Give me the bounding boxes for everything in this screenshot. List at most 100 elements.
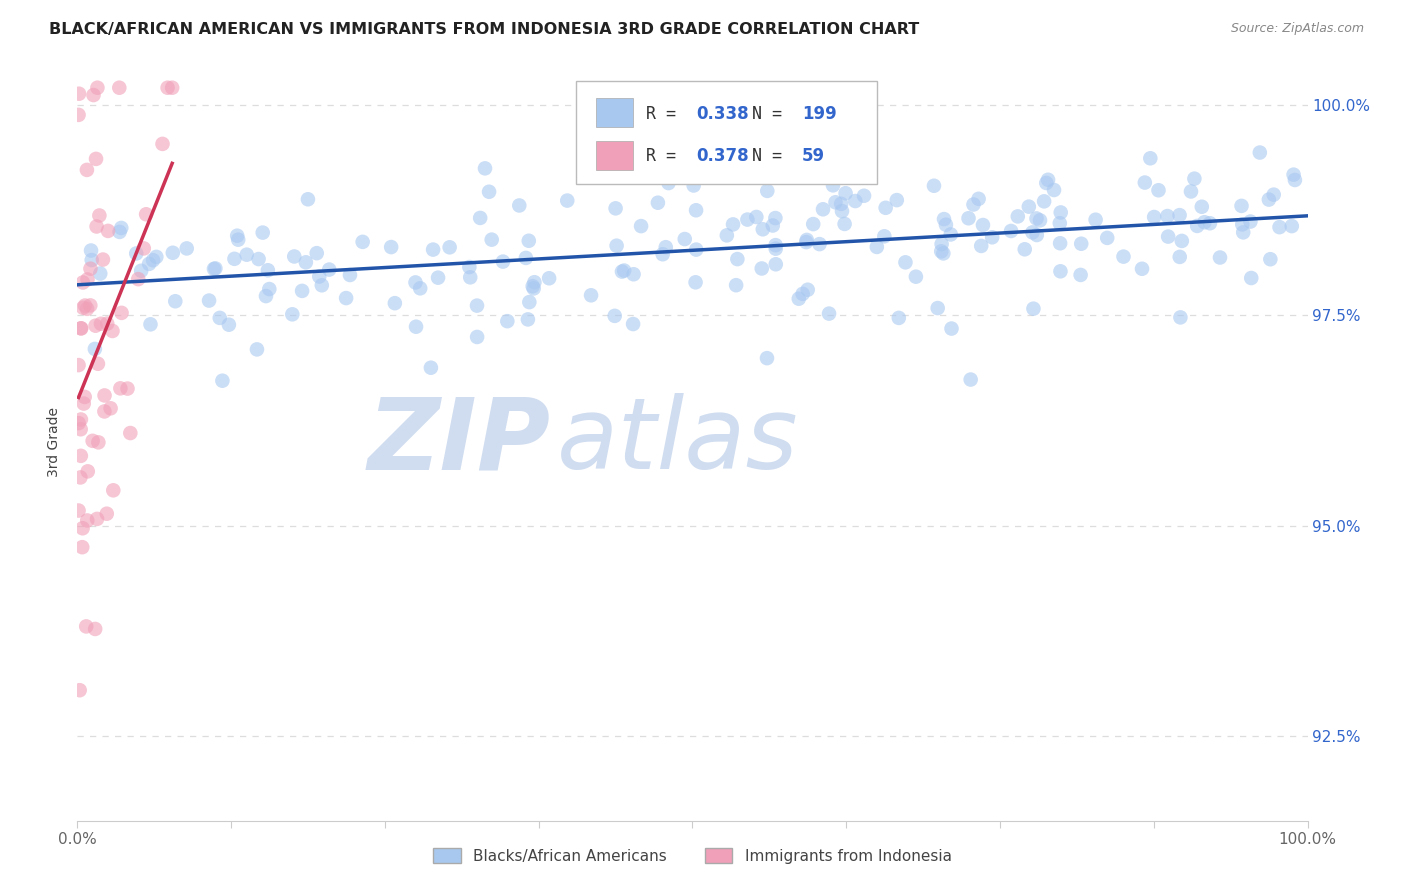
Point	[922, 178, 945, 193]
Point	[246, 343, 269, 357]
Point	[875, 201, 897, 215]
Point	[796, 233, 818, 247]
Point	[1049, 236, 1071, 251]
Point	[474, 161, 496, 176]
Point	[1095, 231, 1118, 245]
FancyBboxPatch shape	[575, 81, 877, 184]
Point	[1049, 264, 1071, 278]
Point	[69, 470, 91, 484]
Point	[160, 80, 183, 95]
Point	[824, 195, 846, 210]
Point	[894, 255, 917, 269]
Point	[508, 198, 530, 212]
Point	[1156, 209, 1178, 223]
Point	[211, 374, 233, 388]
Point	[981, 230, 1004, 244]
Point	[1268, 220, 1291, 235]
Point	[97, 224, 120, 238]
Y-axis label: 3rd Grade: 3rd Grade	[48, 407, 62, 476]
Point	[765, 238, 787, 252]
Point	[318, 262, 340, 277]
Point	[252, 226, 274, 240]
Point	[67, 358, 90, 372]
Point	[939, 227, 962, 242]
Point	[927, 301, 949, 315]
Point	[87, 357, 110, 371]
Point	[1018, 200, 1040, 214]
Point	[834, 217, 856, 231]
Point	[794, 235, 817, 249]
Bar	[596, 98, 633, 128]
Text: ZIP: ZIP	[368, 393, 551, 490]
Point	[409, 281, 432, 295]
Point	[422, 243, 444, 257]
Point	[73, 396, 96, 410]
Point	[79, 261, 101, 276]
Point	[792, 286, 814, 301]
Point	[129, 264, 152, 278]
Point	[75, 619, 97, 633]
Point	[1209, 251, 1232, 265]
Point	[76, 513, 98, 527]
Point	[165, 294, 187, 309]
Point	[281, 307, 304, 321]
Point	[297, 192, 319, 206]
Bar	[596, 141, 633, 169]
Point	[647, 195, 669, 210]
Point	[224, 252, 246, 266]
Point	[655, 240, 678, 254]
Text: 0.338: 0.338	[696, 104, 749, 122]
Point	[605, 202, 627, 216]
Point	[83, 88, 105, 103]
Point	[613, 263, 636, 277]
Point	[853, 188, 876, 202]
Point	[751, 261, 773, 276]
Point	[162, 245, 184, 260]
Point	[765, 257, 787, 271]
Point	[198, 293, 221, 308]
Point	[830, 197, 852, 211]
Point	[606, 238, 628, 252]
Point	[72, 301, 94, 315]
Point	[935, 218, 957, 232]
Point	[89, 267, 111, 281]
Point	[1257, 193, 1279, 207]
Point	[834, 186, 856, 201]
Point	[283, 250, 305, 264]
Point	[235, 248, 257, 262]
Point	[110, 306, 132, 320]
Point	[844, 194, 866, 208]
Text: N =: N =	[752, 147, 792, 165]
Point	[1043, 183, 1066, 197]
Point	[887, 310, 910, 325]
Text: N =: N =	[752, 104, 792, 122]
Point	[1230, 199, 1253, 213]
Point	[87, 435, 110, 450]
Point	[1168, 250, 1191, 264]
Point	[1194, 215, 1216, 229]
Point	[831, 204, 853, 219]
Point	[929, 244, 952, 259]
Point	[737, 212, 759, 227]
Point	[439, 240, 461, 254]
Point	[101, 324, 124, 338]
Point	[91, 252, 114, 267]
Text: R =: R =	[645, 147, 686, 165]
Point	[465, 299, 488, 313]
Point	[295, 255, 318, 269]
Point	[932, 212, 955, 227]
Point	[555, 194, 578, 208]
Point	[254, 289, 277, 303]
Point	[756, 184, 779, 198]
Text: 0.378: 0.378	[696, 147, 749, 165]
Point	[103, 483, 125, 498]
Point	[156, 80, 179, 95]
Point	[132, 241, 155, 255]
Point	[1000, 224, 1022, 238]
Point	[100, 401, 122, 416]
Point	[96, 317, 118, 331]
Point	[745, 210, 768, 224]
Point	[76, 162, 98, 177]
Point	[1139, 151, 1161, 165]
Point	[1284, 173, 1306, 187]
